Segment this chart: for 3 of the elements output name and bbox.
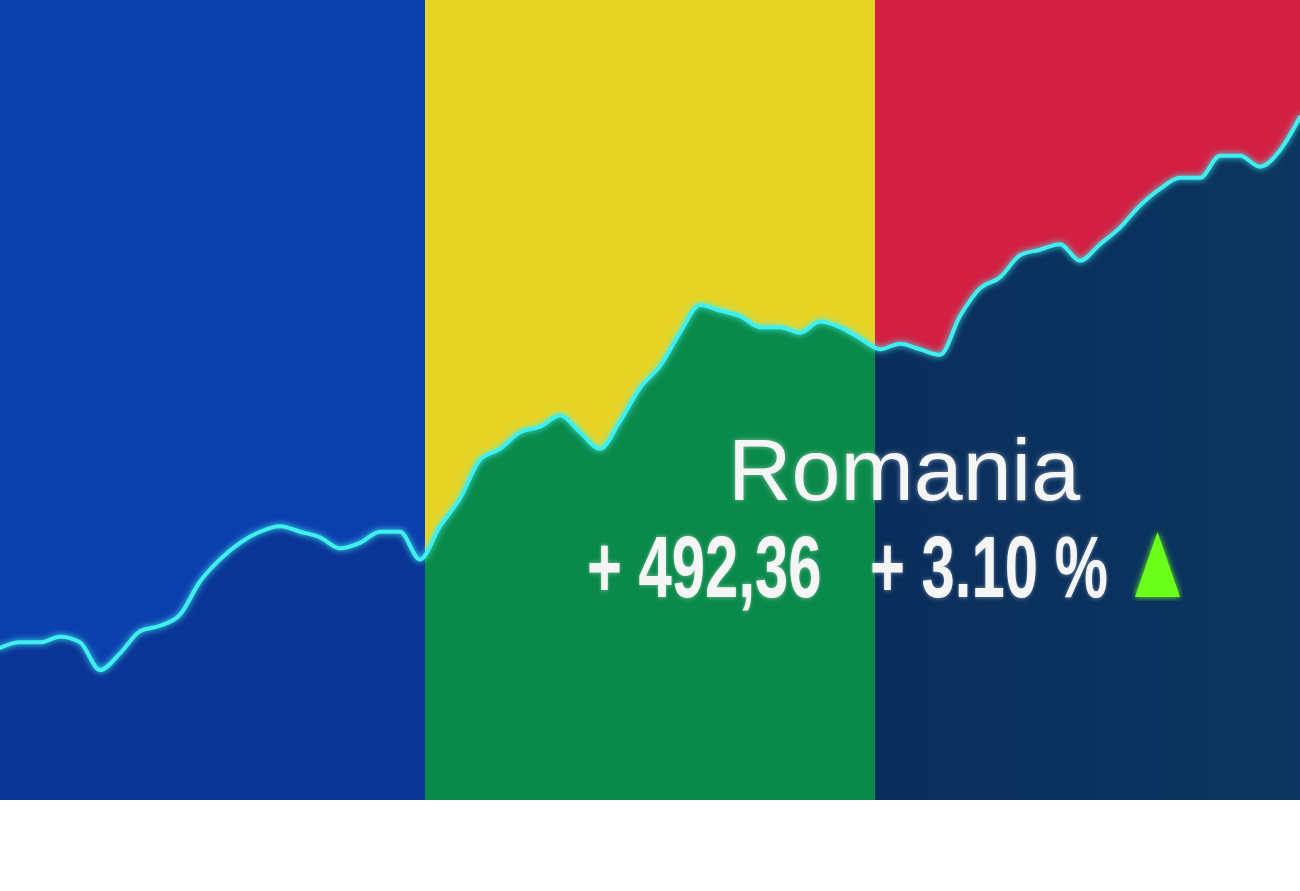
annotation: + 3.10 %	[870, 517, 1108, 616]
text: Romania	[727, 420, 1081, 519]
annotation: + 492,36	[587, 517, 822, 616]
